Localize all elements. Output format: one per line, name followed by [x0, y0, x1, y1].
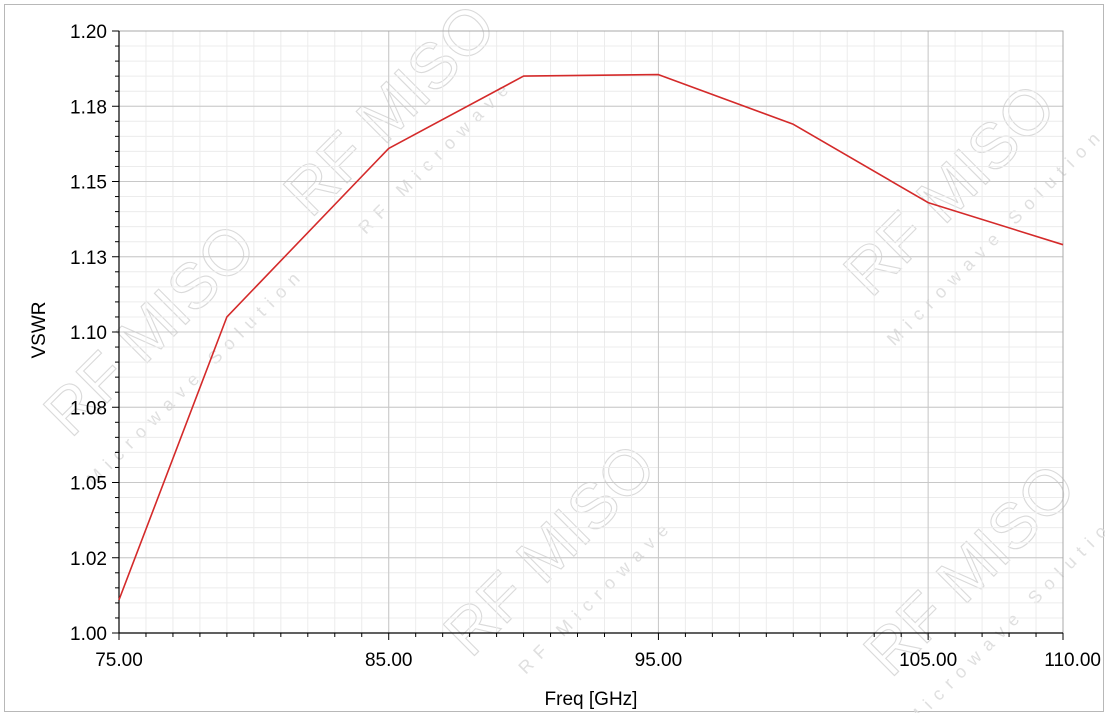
tick-labels: 1.00 1.02 1.05 1.08 1.10 1.13 1.15 1.18 1.20 75.0… — [70, 22, 1101, 671]
series-layer — [118, 73, 1064, 601]
y-tick-label: 1.08 — [70, 398, 107, 419]
x-tick-label: 95.00 — [635, 650, 683, 671]
x-tick-label: 75.00 — [95, 650, 143, 671]
x-axis-title: Freq [GHz] — [545, 689, 638, 710]
y-tick-label: 1.00 — [70, 624, 107, 645]
y-tick-label: 1.20 — [70, 22, 107, 43]
axes — [112, 30, 1064, 640]
y-tick-label: 1.15 — [70, 173, 107, 194]
x-tick-label: 105.00 — [899, 650, 957, 671]
y-tick-label: 1.02 — [70, 549, 107, 570]
y-tick-label: 1.05 — [70, 474, 107, 495]
y-tick-label: 1.13 — [70, 248, 107, 269]
x-tick-label: 110.00 — [1044, 650, 1101, 671]
chart-frame: RF MISO Microwave Solution RF MISO RF Micro… — [4, 4, 1105, 713]
vswr-series-line — [118, 73, 1064, 601]
y-tick-label: 1.18 — [70, 97, 107, 118]
x-tick-label: 85.00 — [365, 650, 413, 671]
y-tick-label: 1.10 — [70, 323, 107, 344]
y-axis-title: VSWR — [29, 302, 50, 359]
